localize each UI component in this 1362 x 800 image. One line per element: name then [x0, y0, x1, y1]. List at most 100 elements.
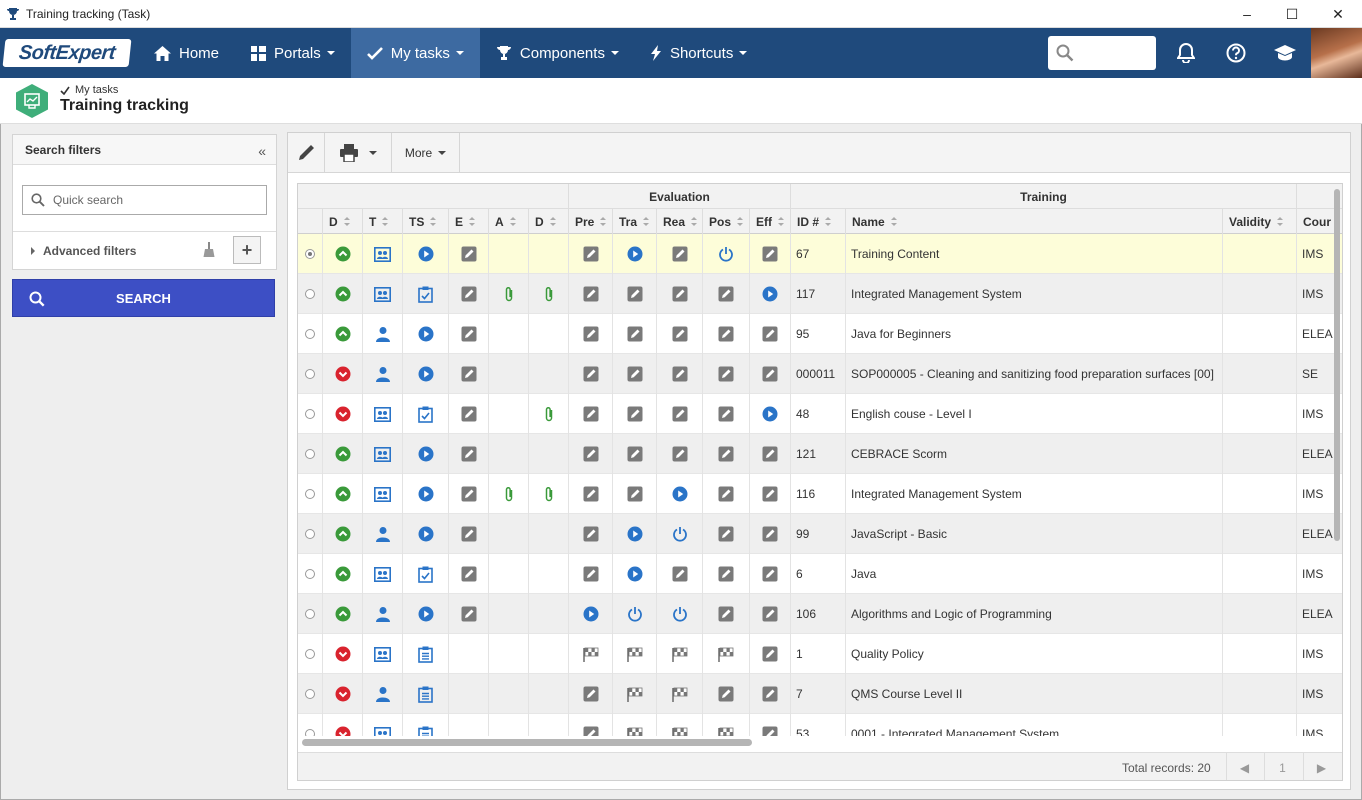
cell-d[interactable]: [323, 594, 363, 634]
cell-t[interactable]: [363, 394, 403, 434]
cell-e[interactable]: [449, 514, 489, 554]
help-icon[interactable]: [1224, 41, 1248, 65]
cell-ts[interactable]: [403, 714, 449, 736]
cell-ts[interactable]: [403, 594, 449, 634]
row-radio[interactable]: [305, 249, 315, 259]
cell-pos[interactable]: [703, 634, 750, 674]
cell-ts[interactable]: [403, 514, 449, 554]
cell-pos[interactable]: [703, 554, 750, 594]
cell-tra[interactable]: [613, 514, 657, 554]
row-radio[interactable]: [305, 489, 315, 499]
user-avatar[interactable]: [1311, 28, 1362, 78]
header-pos[interactable]: Pos: [703, 209, 750, 234]
header-name[interactable]: Name: [846, 209, 1223, 234]
bell-icon[interactable]: [1174, 41, 1198, 65]
cell-e[interactable]: [449, 474, 489, 514]
cell-rea[interactable]: [657, 394, 703, 434]
cell-e[interactable]: [449, 314, 489, 354]
cell-ts[interactable]: [403, 234, 449, 274]
cell-d[interactable]: [323, 634, 363, 674]
cell-sel[interactable]: [298, 674, 323, 714]
cell-rea[interactable]: [657, 434, 703, 474]
cell-t[interactable]: [363, 274, 403, 314]
nav-my-tasks[interactable]: My tasks: [350, 28, 480, 78]
row-radio[interactable]: [305, 369, 315, 379]
cell-sel[interactable]: [298, 394, 323, 434]
table-row[interactable]: 53 0001 - Integrated Management System IMS: [298, 714, 1342, 736]
row-radio[interactable]: [305, 449, 315, 459]
next-page-button[interactable]: ▶: [1303, 753, 1339, 780]
cell-t[interactable]: [363, 594, 403, 634]
cell-eff[interactable]: [750, 314, 791, 354]
cell-pre[interactable]: [569, 554, 613, 594]
cell-pre[interactable]: [569, 234, 613, 274]
cell-eff[interactable]: [750, 594, 791, 634]
header-pre[interactable]: Pre: [569, 209, 613, 234]
header-t[interactable]: T: [363, 209, 403, 234]
cell-d[interactable]: [323, 714, 363, 736]
cell-eff[interactable]: [750, 274, 791, 314]
page-number[interactable]: 1: [1264, 753, 1300, 780]
row-radio[interactable]: [305, 329, 315, 339]
row-radio[interactable]: [305, 529, 315, 539]
cell-t[interactable]: [363, 554, 403, 594]
nav-home[interactable]: Home: [138, 28, 235, 78]
cell-sel[interactable]: [298, 354, 323, 394]
cell-rea[interactable]: [657, 594, 703, 634]
cell-pre[interactable]: [569, 314, 613, 354]
cell-ts[interactable]: [403, 394, 449, 434]
cell-d[interactable]: [323, 674, 363, 714]
cell-eff[interactable]: [750, 354, 791, 394]
softexpert-logo[interactable]: SoftExpert: [2, 39, 132, 67]
table-row[interactable]: 99 JavaScript - Basic ELEA: [298, 514, 1342, 554]
cell-e[interactable]: [449, 234, 489, 274]
cell-pre[interactable]: [569, 274, 613, 314]
cell-eff[interactable]: [750, 234, 791, 274]
cell-eff[interactable]: [750, 474, 791, 514]
cell-ts[interactable]: [403, 674, 449, 714]
broom-icon[interactable]: [203, 242, 215, 258]
cell-t[interactable]: [363, 514, 403, 554]
cell-pre[interactable]: [569, 474, 613, 514]
row-radio[interactable]: [305, 649, 315, 659]
vertical-scrollbar[interactable]: [1334, 189, 1340, 541]
cell-d2[interactable]: [529, 394, 569, 434]
add-filter-button[interactable]: +: [233, 236, 261, 264]
cell-sel[interactable]: [298, 274, 323, 314]
cell-d2[interactable]: [529, 274, 569, 314]
cell-pos[interactable]: [703, 234, 750, 274]
cell-pos[interactable]: [703, 394, 750, 434]
cell-pre[interactable]: [569, 634, 613, 674]
cell-d[interactable]: [323, 354, 363, 394]
cell-rea[interactable]: [657, 314, 703, 354]
row-radio[interactable]: [305, 609, 315, 619]
graduation-cap-icon[interactable]: [1273, 41, 1297, 65]
global-search-input[interactable]: [1048, 36, 1156, 70]
table-row[interactable]: 1 Quality Policy IMS: [298, 634, 1342, 674]
cell-pre[interactable]: [569, 714, 613, 736]
cell-t[interactable]: [363, 234, 403, 274]
cell-pre[interactable]: [569, 434, 613, 474]
cell-d[interactable]: [323, 474, 363, 514]
cell-tra[interactable]: [613, 434, 657, 474]
table-row[interactable]: 116 Integrated Management System IMS: [298, 474, 1342, 514]
cell-sel[interactable]: [298, 514, 323, 554]
cell-sel[interactable]: [298, 474, 323, 514]
cell-e[interactable]: [449, 594, 489, 634]
cell-ts[interactable]: [403, 434, 449, 474]
cell-t[interactable]: [363, 714, 403, 736]
cell-pos[interactable]: [703, 474, 750, 514]
cell-tra[interactable]: [613, 234, 657, 274]
cell-e[interactable]: [449, 274, 489, 314]
cell-ts[interactable]: [403, 354, 449, 394]
table-row[interactable]: 117 Integrated Management System IMS: [298, 274, 1342, 314]
cell-tra[interactable]: [613, 394, 657, 434]
cell-pos[interactable]: [703, 274, 750, 314]
cell-tra[interactable]: [613, 594, 657, 634]
row-radio[interactable]: [305, 569, 315, 579]
header-e[interactable]: E: [449, 209, 489, 234]
cell-a[interactable]: [489, 474, 529, 514]
search-button[interactable]: SEARCH: [12, 279, 275, 317]
cell-rea[interactable]: [657, 674, 703, 714]
table-row[interactable]: 7 QMS Course Level II IMS: [298, 674, 1342, 714]
